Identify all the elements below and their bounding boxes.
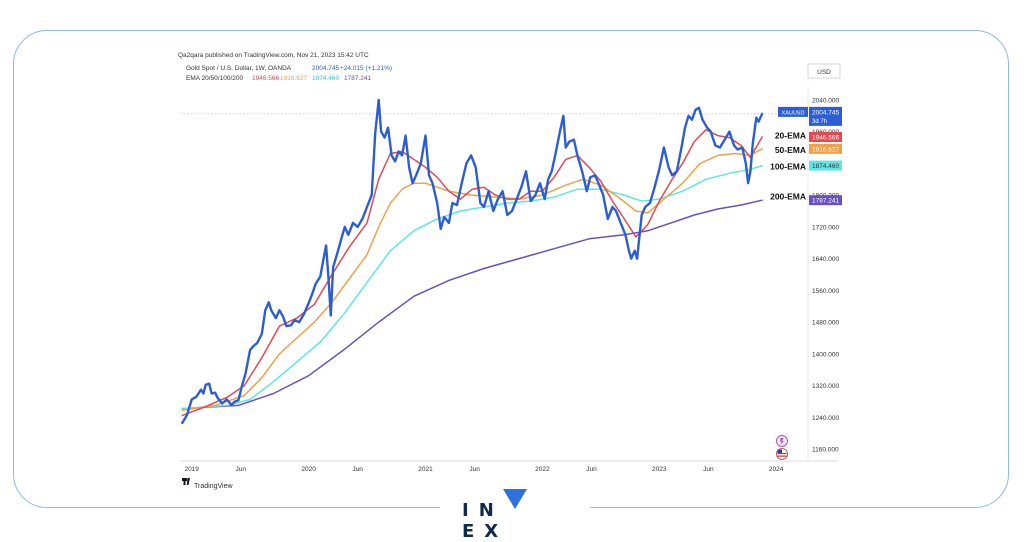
y-tick-label: 1240.000 (812, 415, 839, 422)
price-tag-box (809, 143, 842, 154)
brand-letter-v: V (502, 489, 528, 521)
price-tag-symbol: XAUUSD (782, 110, 805, 116)
y-tick-label: 1320.000 (812, 383, 839, 390)
y-tick-label: 1400.000 (812, 351, 839, 358)
x-axis: 2019 Jun 2020 Jun 2021 Jun 2022 Jun 2023 Jun 2024 (184, 466, 783, 473)
ema-annotation: 200-EMA (770, 192, 806, 202)
x-tick-label: Jun (469, 466, 480, 473)
ema20-value: 1946.566 (252, 75, 279, 82)
watermark-label: TradingView (194, 483, 233, 490)
currency-box[interactable] (807, 63, 841, 79)
brand-letter-e: E (462, 521, 485, 542)
y-tick-label: 1640.000 (812, 256, 839, 263)
series-lines (181, 98, 764, 425)
alert-icon[interactable] (776, 435, 788, 447)
outer-frame (13, 30, 1009, 508)
x-tick-label: 2024 (769, 466, 784, 473)
brand-letter-i: I (462, 500, 479, 521)
x-tick-label: 2022 (535, 466, 550, 473)
ema-annotation: 100-EMA (770, 162, 806, 172)
y-tick-label: 1560.000 (812, 288, 839, 295)
brand-logo: INVEX (462, 489, 572, 542)
ema200-value: 1787.241 (344, 75, 371, 82)
price-tag-box (809, 106, 842, 126)
chart-card: Qa2qara published on TradingView.com, No… (170, 46, 850, 494)
series-line-200-ema (181, 199, 763, 410)
tradingview-logo (182, 478, 190, 485)
series-line-20-ema (181, 128, 763, 417)
ema-annotation: 50-EMA (775, 145, 806, 155)
chart-svg: Qa2qara published on TradingView.com, No… (178, 52, 842, 490)
y-tick-label: 1480.000 (812, 320, 839, 327)
price-tag-value: 1916.627 (812, 146, 839, 153)
brand-letter-n: N (478, 500, 504, 521)
price-tags: XAUUSD 2004.745 3d 7h 1946.566 1916.627 1874.… (778, 106, 842, 206)
y-tick-label: 1160.000 (812, 447, 839, 454)
price-tag-value: 1874.460 (812, 163, 839, 170)
x-tick-label: 2023 (652, 466, 667, 473)
x-tick-label: Jun (703, 466, 714, 473)
price-tag-box (809, 131, 842, 142)
price-tag-value: 2004.745 (812, 109, 839, 116)
series-line-50-ema (181, 148, 763, 411)
annotations: 20-EMA 50-EMA 100-EMA 200-EMA (770, 131, 806, 202)
ema-label: EMA 20/50/100/200 (186, 75, 243, 82)
currency-label: USD (817, 69, 831, 76)
price-tag-box (809, 160, 842, 171)
y-tick-label: 2040.000 (812, 97, 839, 104)
price-tag-symbol-box (778, 106, 808, 117)
x-tick-label: Jun (586, 466, 597, 473)
brand-v-chevron (502, 489, 527, 509)
x-tick-label: 2020 (301, 466, 316, 473)
y-tick-label: 1720.000 (812, 224, 839, 231)
series-line-100-ema (181, 164, 763, 410)
price-tag-countdown: 3d 7h (812, 119, 827, 125)
ema-annotation: 20-EMA (775, 131, 806, 141)
ema100-value: 1874.460 (312, 75, 339, 82)
symbol-last: 2004.745 (312, 65, 339, 72)
x-tick-label: Jun (352, 466, 363, 473)
x-tick-label: Jun (236, 466, 247, 473)
brand-letter-x: X (484, 521, 509, 542)
price-tag-value: 1787.241 (812, 198, 839, 205)
price-tag-value: 1946.566 (812, 134, 839, 141)
ema50-value: 1916.627 (280, 75, 307, 82)
publisher-line: Qa2qara published on TradingView.com, No… (178, 52, 369, 59)
symbol-line: Gold Spot / U.S. Dollar, 1W, OANDA (186, 65, 292, 72)
x-tick-label: 2021 (418, 466, 433, 473)
series-line-xauusd (181, 98, 764, 425)
us-flag-icon (776, 448, 788, 460)
symbol-change: +24.015 (+1.21%) (340, 65, 392, 72)
price-tag-box (809, 195, 842, 206)
x-tick-label: 2019 (184, 466, 199, 473)
